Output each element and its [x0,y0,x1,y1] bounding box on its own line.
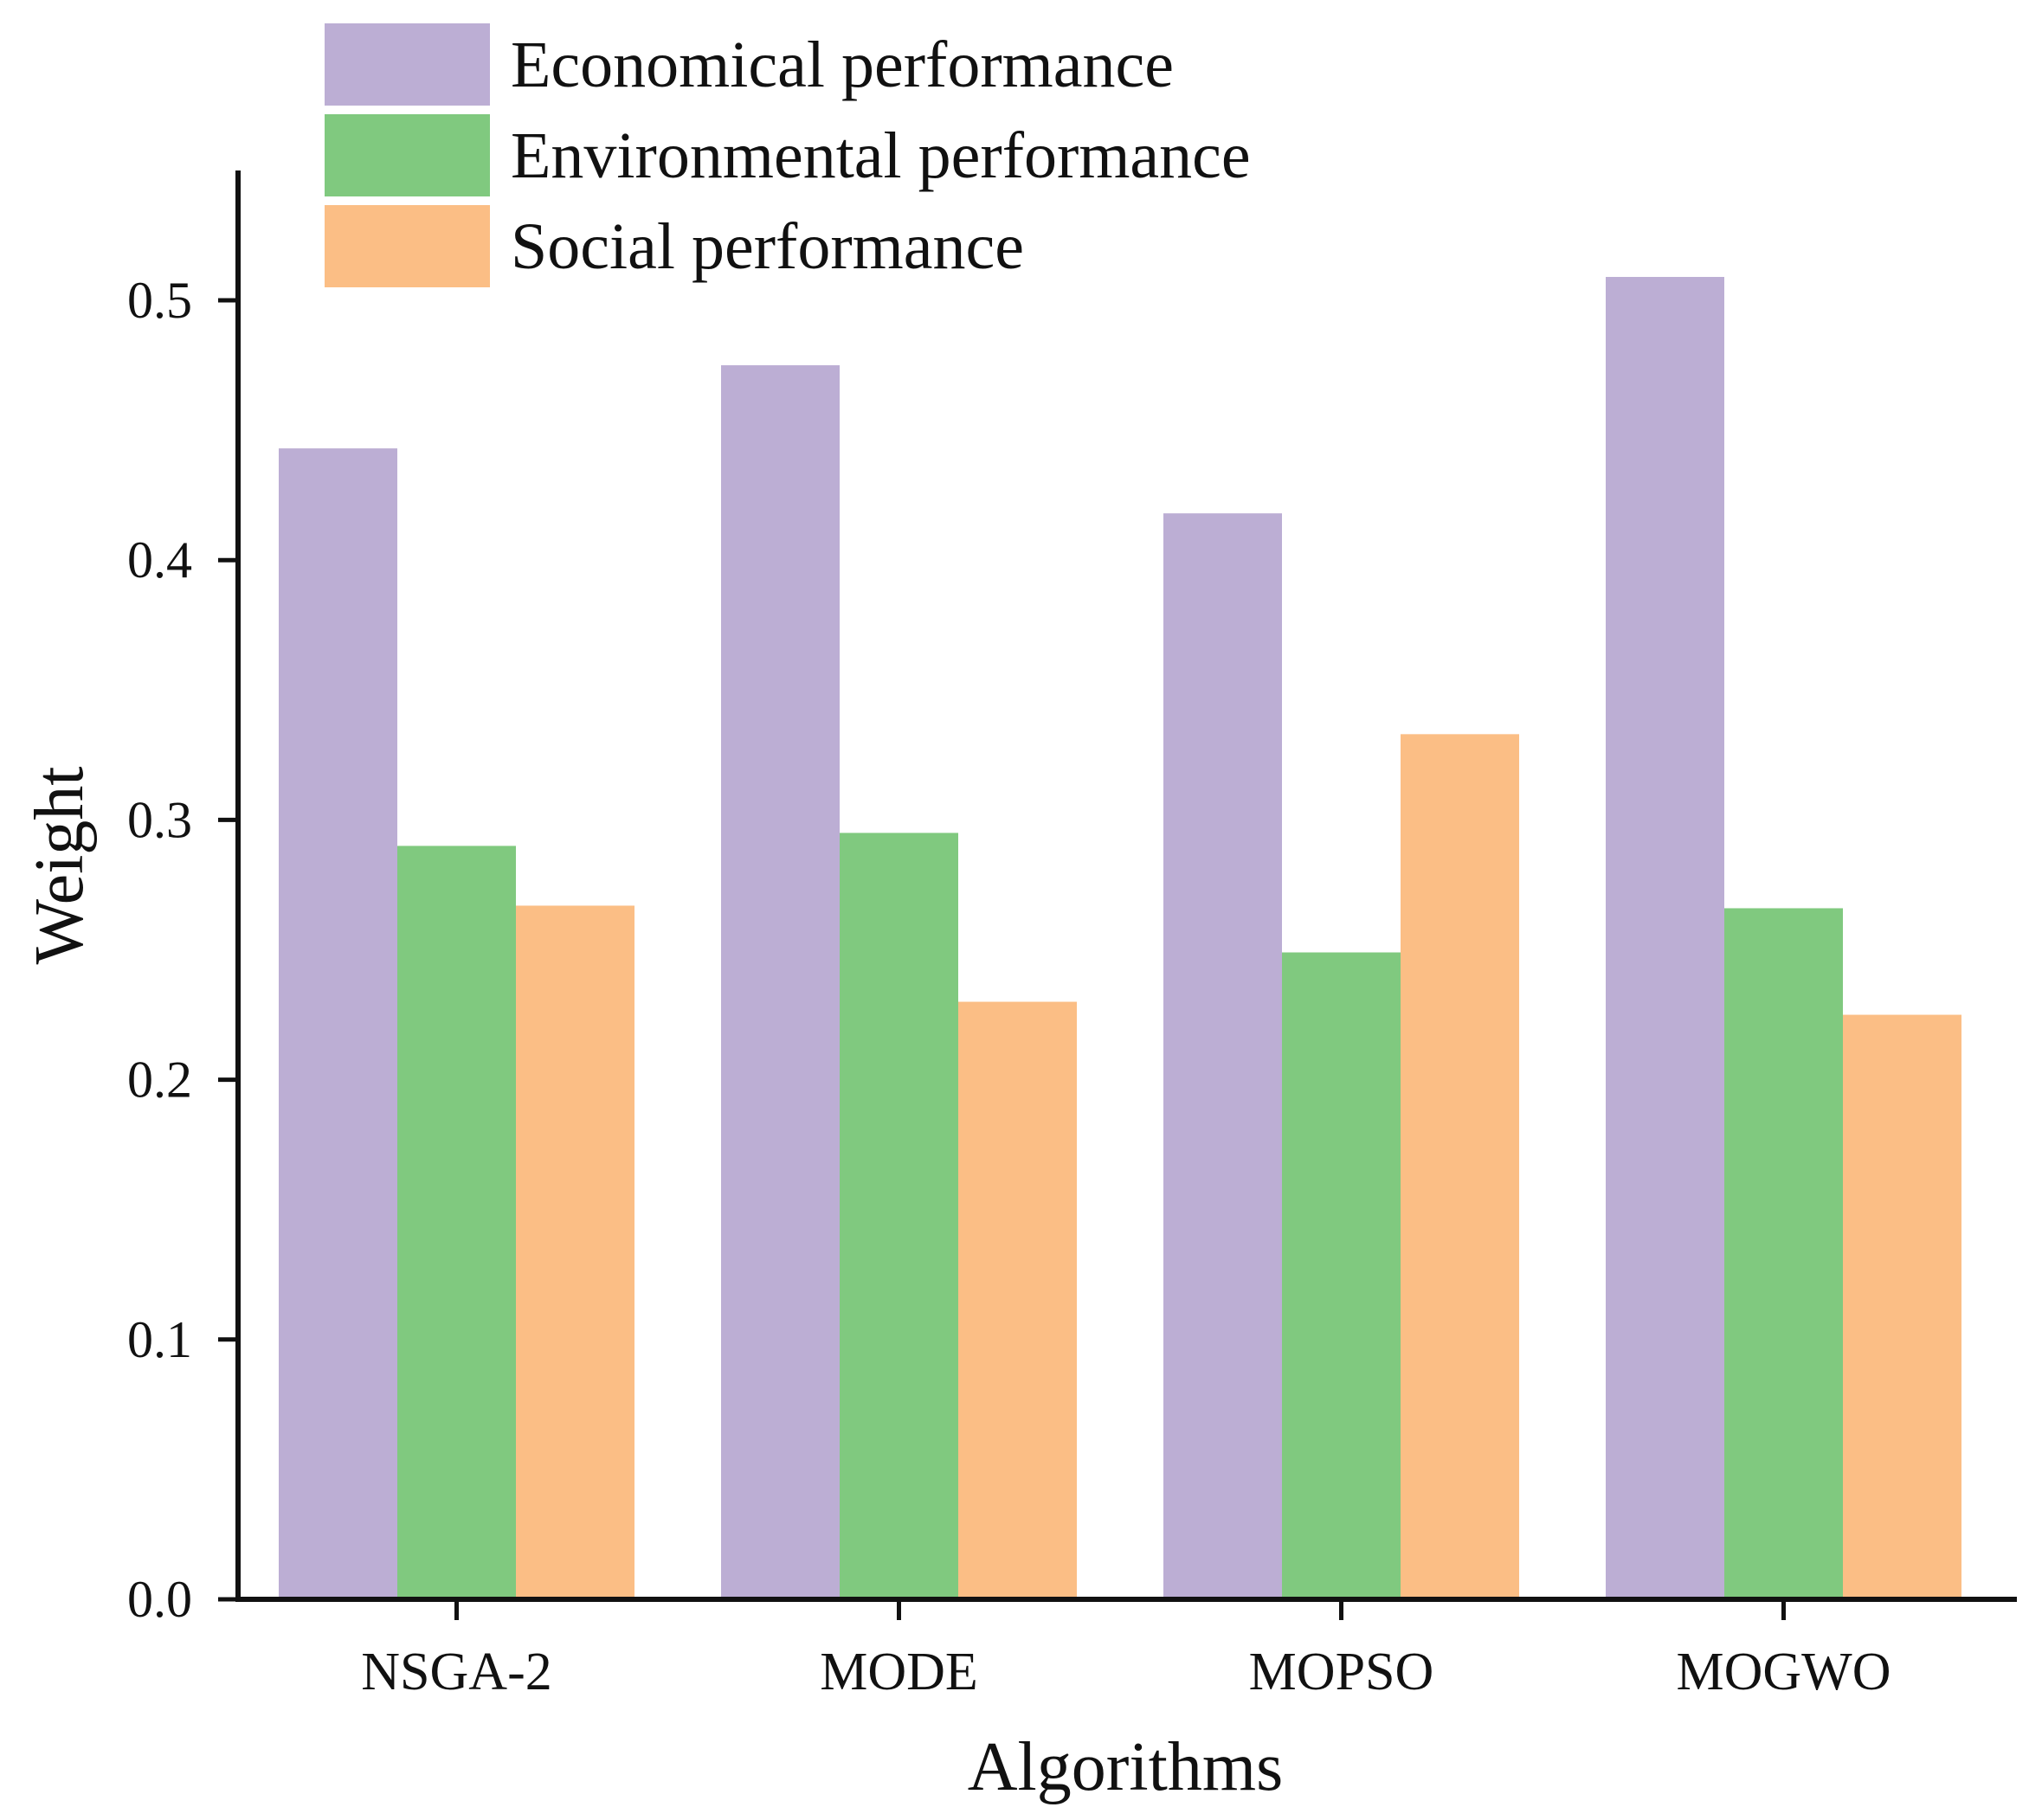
y-tick-label: 0.4 [127,531,192,588]
legend-swatch [325,205,490,287]
y-tick-label: 0.0 [127,1571,192,1628]
x-ticks-group: NSGA-2 MODE MOPSO MOGWO [361,1599,1891,1701]
bar-mode-series-2 [840,833,958,1599]
legend-swatch [325,23,490,106]
x-tick-label: MODE [820,1643,978,1701]
bar-nsga-2-series-2 [397,846,516,1599]
x-tick-label: NSGA-2 [361,1643,551,1701]
bar-mode-series-3 [958,1001,1077,1599]
bar-nsga-2-series-3 [516,905,634,1599]
bar-mogwo-series-1 [1606,276,1724,1600]
bar-mopso-series-1 [1163,513,1282,1599]
bar-mogwo-series-2 [1724,908,1843,1599]
y-axis-title: Weight [22,766,98,964]
bar-mopso-series-2 [1282,952,1401,1599]
bar-nsga-2-series-1 [279,448,397,1599]
y-tick-label: 0.1 [127,1311,192,1368]
bar-mode-series-1 [721,365,840,1599]
legend-label: Social performance [511,210,1024,283]
legend-label: Environmental performance [511,119,1251,192]
axes-group [235,170,2017,1602]
bar-mopso-series-3 [1401,734,1519,1599]
legend-swatch [325,114,490,196]
y-ticks-group: 0.0 0.1 0.2 0.3 0.4 0.5 [127,272,238,1628]
y-tick-label: 0.5 [127,272,192,329]
legend: Economical performance Environmental perf… [325,23,1251,287]
x-axis-title: Algorithms [968,1729,1283,1805]
bars-group [279,276,1961,1600]
legend-label: Economical performance [511,29,1174,101]
x-tick-label: MOGWO [1677,1643,1891,1701]
bar-mogwo-series-3 [1843,1014,1961,1599]
x-tick-label: MOPSO [1249,1643,1434,1701]
y-tick-label: 0.2 [127,1051,192,1109]
y-tick-label: 0.3 [127,791,192,848]
